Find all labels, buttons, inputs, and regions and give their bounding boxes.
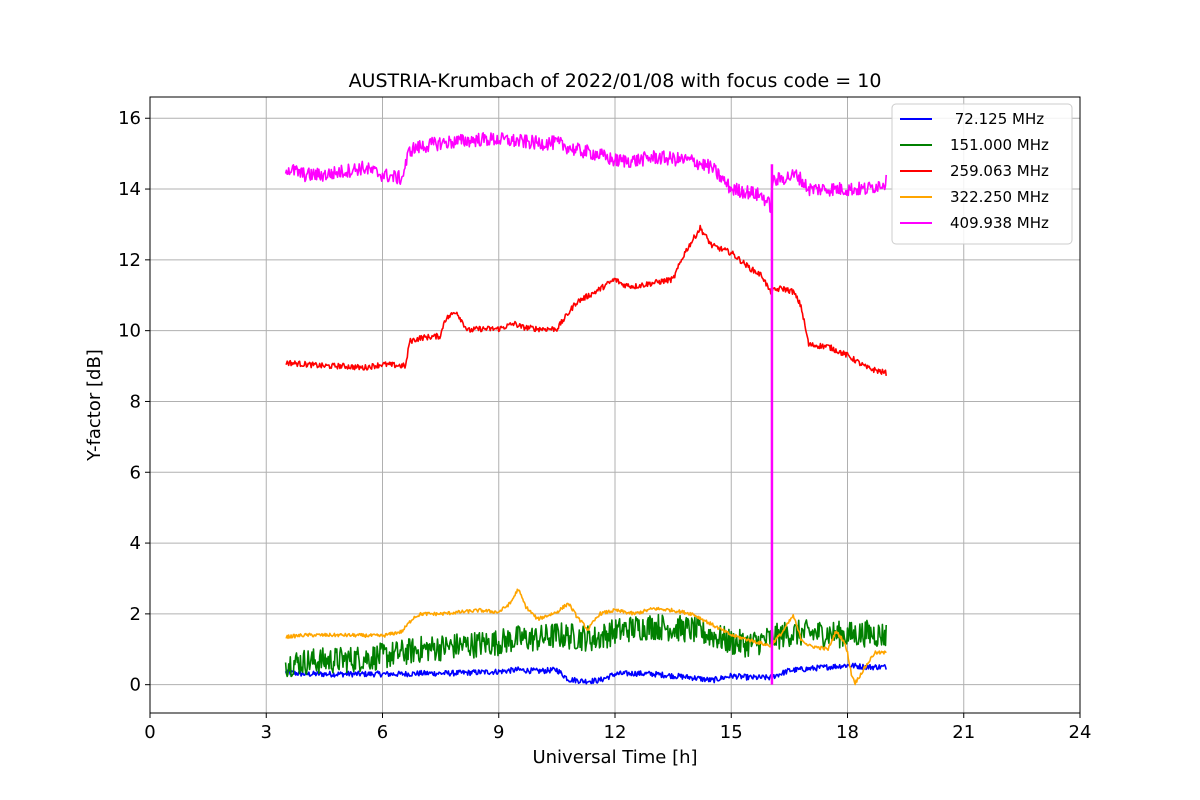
x-tick-label: 21 xyxy=(952,722,975,743)
legend-label: 72.125 MHz xyxy=(950,110,1044,128)
x-tick-label: 9 xyxy=(493,722,504,743)
series-line-4 xyxy=(284,132,887,214)
y-tick-label: 8 xyxy=(130,391,141,412)
x-tick-label: 18 xyxy=(836,722,859,743)
y-tick-label: 12 xyxy=(118,250,141,271)
y-axis: 0 2 4 6 8 10 12 14 16 xyxy=(118,108,150,696)
y-axis-label: Y-factor [dB] xyxy=(84,349,105,462)
y-tick-label: 16 xyxy=(118,108,141,129)
legend-box xyxy=(891,103,1073,245)
x-tick-label: 24 xyxy=(1069,722,1092,743)
y-tick-label: 10 xyxy=(118,321,141,342)
y-tick-label: 0 xyxy=(130,675,141,696)
y-tick-label: 4 xyxy=(130,533,141,554)
legend-label: 322.250 MHz xyxy=(950,188,1049,206)
series-layer xyxy=(284,132,887,686)
y-tick-label: 6 xyxy=(130,462,141,483)
series-line-3 xyxy=(285,588,887,686)
x-tick-label: 3 xyxy=(261,722,272,743)
x-tick-label: 12 xyxy=(604,722,627,743)
series-line-1 xyxy=(284,613,887,678)
y-tick-label: 14 xyxy=(118,179,141,200)
x-axis-label: Universal Time [h] xyxy=(532,747,697,768)
legend: 72.125 MHz 151.000 MHz 259.063 MHz 322.250 … xyxy=(891,103,1073,245)
legend-label: 259.063 MHz xyxy=(950,162,1049,180)
x-tick-label: 6 xyxy=(377,722,388,743)
x-tick-label: 0 xyxy=(144,722,155,743)
y-tick-label: 2 xyxy=(130,604,141,625)
legend-label: 409.938 MHz xyxy=(950,214,1049,232)
series-line-2 xyxy=(285,224,887,376)
legend-label: 151.000 MHz xyxy=(950,136,1049,154)
x-axis: 0 3 6 9 12 15 18 21 24 xyxy=(144,713,1091,743)
chart-title: AUSTRIA-Krumbach of 2022/01/08 with focu… xyxy=(349,70,882,92)
x-tick-label: 15 xyxy=(720,722,743,743)
series-line-0 xyxy=(284,662,887,685)
